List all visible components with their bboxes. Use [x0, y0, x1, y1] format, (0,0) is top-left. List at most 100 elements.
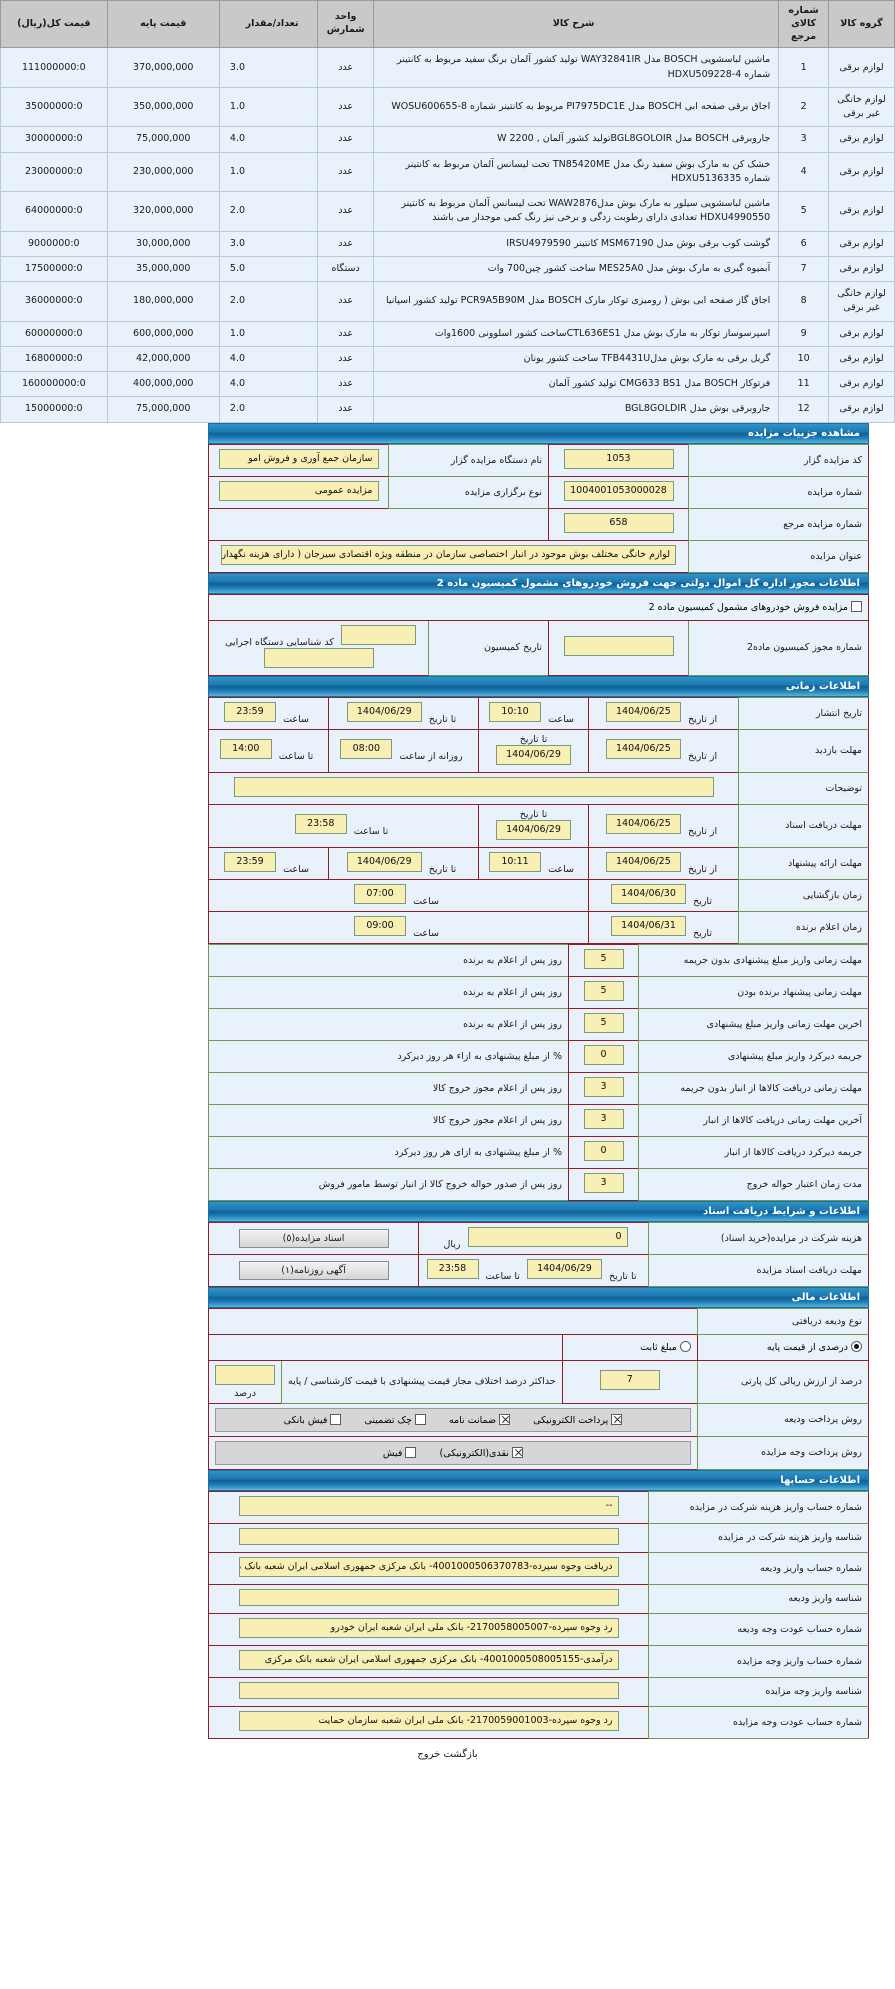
- checkbox-bank-receipt[interactable]: [330, 1413, 342, 1425]
- field-executive-org-code[interactable]: [263, 647, 374, 668]
- label-docs-receipt-deadline: مهلت دریافت اسناد: [738, 803, 869, 848]
- field-participation-fee[interactable]: 0: [467, 1226, 628, 1247]
- cell-group: لوازم برقی: [828, 345, 895, 373]
- radio-fixed-amount[interactable]: [679, 1341, 691, 1353]
- cell-total-price: 60000000:0: [0, 320, 108, 347]
- cell-unit: عدد: [317, 320, 374, 347]
- field-deadline-value-3[interactable]: 0: [583, 1044, 624, 1065]
- field-opening-date[interactable]: 1404/06/30: [611, 883, 687, 904]
- field-docs-to-date[interactable]: 1404/06/29: [496, 819, 571, 840]
- field-deadline-value-5[interactable]: 3: [583, 1108, 624, 1129]
- cell-unit: عدد: [317, 371, 374, 398]
- row-opening-time: زمان بازگشایی تاریخ 1404/06/30 ساعت 07:0…: [208, 878, 869, 912]
- label-visit-to: تا تاریخ: [519, 733, 548, 745]
- label-auction-number: شماره مزایده: [688, 475, 869, 509]
- field-opening-hour[interactable]: 07:00: [354, 883, 407, 904]
- cell-unit: عدد: [317, 191, 374, 232]
- label-account-6: شناسه واریز وجه مزایده: [648, 1676, 869, 1707]
- table-row: لوازم برقی 10 گریل برقی به مارک بوش مدلTFB…: [0, 345, 895, 373]
- field-docs-from-date[interactable]: 1404/06/25: [605, 814, 681, 835]
- radio-percent-of-base[interactable]: [851, 1341, 862, 1353]
- field-docs-deadline-time[interactable]: 23:58: [426, 1258, 479, 1279]
- cell-quantity: 2.0: [218, 396, 319, 423]
- account-row: شناسه واریز هزینه شرکت در مزایده: [208, 1522, 869, 1553]
- checkbox-guarantee-letter[interactable]: [499, 1413, 511, 1425]
- cell-quantity: 2.0: [218, 191, 319, 232]
- field-account-value-7[interactable]: رد وجوه سپرده-2170059001003- بانک ملی ای…: [238, 1710, 619, 1731]
- label-deadline-5: آخرین مهلت زمانی دریافت کالاها از انبار: [638, 1103, 869, 1137]
- field-visit-to-date[interactable]: 1404/06/29: [496, 744, 571, 765]
- cell-description: ماشین لباسشویی BOSCH مدل WAY32841IR تولی…: [372, 47, 780, 88]
- field-deadline-value-0[interactable]: 5: [583, 948, 624, 969]
- label-bid-from: از تاریخ: [687, 863, 718, 875]
- field-bid-time2[interactable]: 23:59: [224, 851, 277, 872]
- field-account-value-4[interactable]: رد وجوه سپرده-2170058005007- بانک ملی ای…: [238, 1617, 619, 1638]
- label-account-4: شماره حساب عودت وجه ودیعه: [648, 1612, 869, 1646]
- field-deadline-value-1[interactable]: 5: [583, 980, 624, 1001]
- field-account-value-5[interactable]: درآمدی-4001000508005155- بانک مرکزی جمهو…: [238, 1649, 619, 1670]
- field-commission-date[interactable]: [340, 624, 416, 645]
- cell-group: لوازم برقی: [828, 47, 895, 88]
- cell-total-price: 160000000:0: [0, 371, 108, 398]
- field-bid-to-date[interactable]: 1404/06/29: [346, 851, 422, 872]
- cell-deadline-value-4: 3: [568, 1071, 639, 1105]
- field-auction-type[interactable]: مزایده عمومی: [218, 480, 379, 501]
- label-deadline-suffix-3: % از مبلغ پیشنهادی به ازاء هر روز دیرکرد: [208, 1039, 569, 1073]
- cell-description: اجاق گاز صفحه ابی بوش ( رومیزی توکار مار…: [372, 281, 780, 322]
- field-visit-daily-from[interactable]: 08:00: [340, 739, 393, 760]
- field-publish-from-date[interactable]: 1404/06/25: [605, 701, 681, 722]
- field-account-value-6[interactable]: [238, 1681, 619, 1699]
- field-visit-from-date[interactable]: 1404/06/25: [605, 739, 681, 760]
- section-header-article2: اطلاعات مجوز اداره کل اموال دولتی جهت فر…: [208, 572, 869, 594]
- field-percent-total[interactable]: 7: [599, 1370, 660, 1391]
- cell-account-value-5: درآمدی-4001000508005155- بانک مرکزی جمهو…: [208, 1644, 649, 1678]
- field-deadline-value-6[interactable]: 0: [583, 1140, 624, 1161]
- cell-total-price: 16800000:0: [0, 345, 108, 373]
- field-account-value-0[interactable]: --: [238, 1495, 619, 1516]
- checkbox-electronic-payment[interactable]: [611, 1413, 623, 1425]
- field-deadline-value-7[interactable]: 3: [583, 1172, 624, 1193]
- field-max-price-diff[interactable]: [215, 1364, 275, 1385]
- field-account-value-2[interactable]: دریافت وجوه سپرده-4001000506370783- بانک…: [238, 1556, 619, 1577]
- cell-quantity: 1.0: [218, 320, 319, 347]
- field-auction-title[interactable]: لوازم خانگی مختلف بوش موجود در انبار اخت…: [221, 544, 676, 565]
- cell-group: لوازم برقی: [828, 191, 895, 232]
- field-docs-deadline-date[interactable]: 1404/06/29: [526, 1258, 602, 1279]
- field-publish-to-date[interactable]: 1404/06/29: [346, 701, 422, 722]
- back-exit-link[interactable]: بازگشت خروج: [417, 1748, 478, 1760]
- field-account-value-1[interactable]: [238, 1527, 619, 1545]
- checkbox-certified-check[interactable]: [414, 1413, 426, 1425]
- field-auctioneer-code[interactable]: 1053: [563, 448, 674, 469]
- label-bid-submission: مهلت ارائه پیشنهاد: [738, 846, 869, 880]
- field-deadline-value-2[interactable]: 5: [583, 1012, 624, 1033]
- field-docs-time[interactable]: 23:58: [294, 814, 347, 835]
- field-deadline-value-4[interactable]: 3: [583, 1076, 624, 1097]
- auction-documents-button[interactable]: اسناد مزایده(٥): [238, 1228, 389, 1248]
- field-notes[interactable]: [233, 776, 714, 797]
- row-winner-announcement: زمان اعلام برنده تاریخ 1404/06/31 ساعت 0…: [208, 910, 869, 944]
- label-payment-method: روش پرداخت وجه مزایده: [696, 1435, 870, 1470]
- field-bid-from-date[interactable]: 1404/06/25: [605, 851, 681, 872]
- deadline-row: مهلت زمانی پیشنهاد برنده بودن 5 روز پس از …: [208, 975, 869, 1009]
- field-publish-time1[interactable]: 10:10: [489, 701, 542, 722]
- newspaper-ad-button[interactable]: آگهی روزنامه(١): [238, 1260, 389, 1280]
- field-auctioneer-name[interactable]: سازمان جمع آوری و فروش امو: [218, 448, 379, 469]
- field-visit-daily-to[interactable]: 14:00: [219, 739, 272, 760]
- cell-unit: عدد: [317, 86, 374, 128]
- field-winner-hour[interactable]: 09:00: [354, 915, 407, 936]
- col-header-ref-code: شماره کالای مرجع: [778, 0, 829, 49]
- label-deadline-suffix-6: % از مبلغ پیشنهادی به ازای هر روز دیرکرد: [208, 1135, 569, 1169]
- checkbox-receipt[interactable]: [405, 1446, 417, 1458]
- field-publish-time2[interactable]: 23:59: [224, 701, 277, 722]
- field-account-value-3[interactable]: [238, 1588, 619, 1606]
- label-percent-total: درصد از ارزش ریالی کل پارتی: [696, 1359, 870, 1404]
- cell-account-value-6: [208, 1676, 649, 1707]
- field-ref-auction-number[interactable]: 658: [563, 512, 674, 533]
- checkbox-cash-electronic[interactable]: [511, 1446, 523, 1458]
- field-bid-time1[interactable]: 10:11: [489, 851, 542, 872]
- table-row: لوازم برقی 4 خشک کن به مارک بوش سفید رنگ م…: [0, 151, 895, 193]
- field-permit-number[interactable]: [563, 636, 674, 657]
- checkbox-article2-vehicle-auction[interactable]: [851, 601, 862, 613]
- field-auction-number[interactable]: 1004001053000028: [563, 480, 674, 501]
- field-winner-date[interactable]: 1404/06/31: [611, 915, 687, 936]
